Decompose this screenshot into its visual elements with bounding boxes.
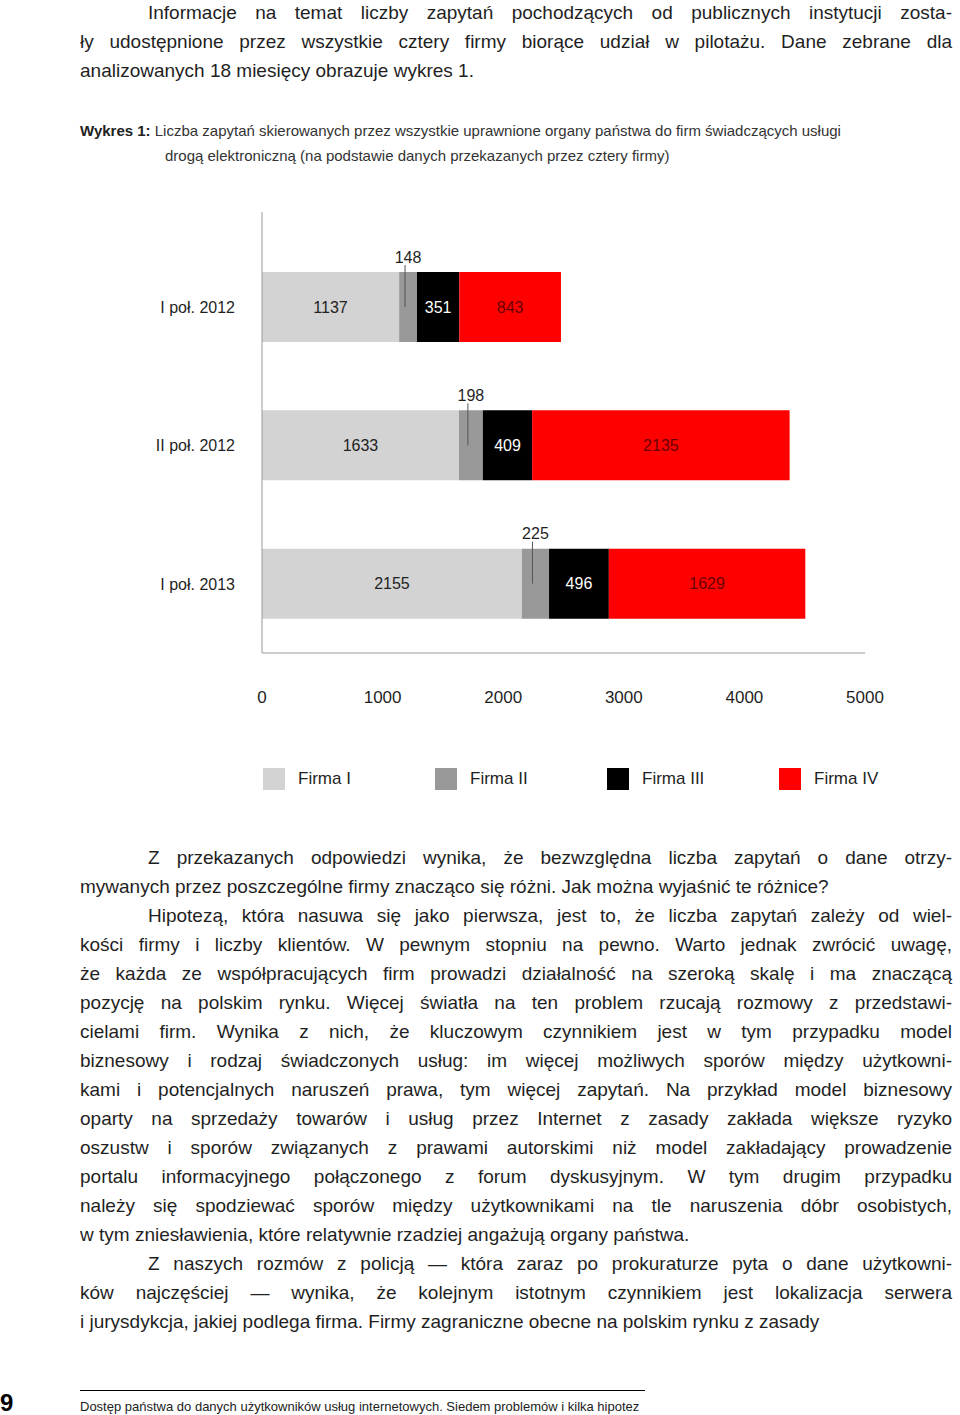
svg-text:198: 198 <box>458 387 485 404</box>
html-text:w tym zniesławienia, które rel: w tym zniesławienia, które relatywnie rz… <box>80 1224 690 1245</box>
svg-text:1000: 1000 <box>364 688 402 707</box>
html-text:pozycję na polskim rynku. Więc: pozycję na polskim rynku. Więcej światła… <box>80 992 952 1013</box>
svg-text:5000: 5000 <box>846 688 884 707</box>
html-text:że każda ze współpracujących f: że każda ze współpracujących firm prowad… <box>80 963 952 984</box>
svg-text:I poł. 2012: I poł. 2012 <box>160 299 235 316</box>
svg-text:225: 225 <box>522 525 549 542</box>
html-text:Informacje na temat liczby zap: Informacje na temat liczby zapytań pocho… <box>148 2 952 23</box>
html-text:Z przekazanych odpowiedzi wyni: Z przekazanych odpowiedzi wynika, że bez… <box>148 847 952 868</box>
html-text:portalu informacyjnego połączo: portalu informacyjnego połączonego z for… <box>80 1166 952 1187</box>
html-text:biznesowy i rodzaj świadczonyc: biznesowy i rodzaj świadczonych usług: i… <box>80 1050 952 1071</box>
html-text:drogą elektroniczną (na podsta: drogą elektroniczną (na podstawie danych… <box>165 147 670 164</box>
html-text:Wykres 1: Liczba zapytań skier: Wykres 1: Liczba zapytań skierowanych pr… <box>80 122 841 139</box>
svg-text:II poł. 2012: II poł. 2012 <box>156 437 235 454</box>
html-text:Firma I: Firma I <box>298 769 351 788</box>
html-text:Firma II: Firma II <box>470 769 528 788</box>
svg-text:I poł. 2013: I poł. 2013 <box>160 576 235 593</box>
svg-text:409: 409 <box>494 437 521 454</box>
html-text:kami i potencjalnych naruszeń: kami i potencjalnych naruszeń prawa, tym… <box>80 1079 952 1100</box>
svg-text:2135: 2135 <box>643 437 679 454</box>
svg-text:351: 351 <box>425 299 452 316</box>
svg-text:1633: 1633 <box>343 437 379 454</box>
html-text:Hipotezą, która nasuwa się jak: Hipotezą, która nasuwa się jako pierwsza… <box>148 905 952 926</box>
html-text:oszustw i sporów związanych z: oszustw i sporów związanych z prawami au… <box>80 1137 952 1158</box>
svg-text:148: 148 <box>395 249 422 266</box>
html-text:mywanych przez poszczególne fi: mywanych przez poszczególne firmy znaczą… <box>80 876 829 897</box>
svg-text:2000: 2000 <box>484 688 522 707</box>
html-text:9: 9 <box>0 1389 14 1415</box>
svg-text:4000: 4000 <box>725 688 763 707</box>
html-text:analizowanych 18 miesięcy obra: analizowanych 18 miesięcy obrazuje wykre… <box>80 60 474 81</box>
html-text:ły udostępnione przez wszystki: ły udostępnione przez wszystkie cztery f… <box>80 31 952 52</box>
svg-text:1629: 1629 <box>689 575 725 592</box>
html-text:Z naszych rozmów z policją — k: Z naszych rozmów z policją — która zaraz… <box>148 1253 952 1274</box>
html-text:i jurysdykcja, jakiej podlega: i jurysdykcja, jakiej podlega firma. Fir… <box>80 1311 820 1332</box>
svg-text:1137: 1137 <box>313 299 348 316</box>
html-text:Firma III: Firma III <box>642 769 705 788</box>
html-text:cielami firm. Wynika z nich, ż: cielami firm. Wynika z nich, że kluczowy… <box>80 1021 952 1042</box>
html-text:Dostęp państwa do danych użytk: Dostęp państwa do danych użytkowników us… <box>80 1399 640 1414</box>
html-text:kości firmy i liczby klientów.: kości firmy i liczby klientów. W pewnym … <box>80 934 952 955</box>
html-text:należy się spodziewać sporów m: należy się spodziewać sporów między użyt… <box>80 1195 952 1216</box>
html-text:ków najczęściej — wynika, że k: ków najczęściej — wynika, że kolejnym is… <box>80 1282 952 1303</box>
svg-text:843: 843 <box>497 299 524 316</box>
html-text:oparty na sprzedaży towarów i: oparty na sprzedaży towarów i usług prze… <box>80 1108 952 1129</box>
svg-text:2155: 2155 <box>374 575 410 592</box>
html-text:Firma IV: Firma IV <box>814 769 879 788</box>
svg-text:0: 0 <box>257 688 266 707</box>
svg-text:496: 496 <box>566 575 593 592</box>
svg-text:3000: 3000 <box>605 688 643 707</box>
